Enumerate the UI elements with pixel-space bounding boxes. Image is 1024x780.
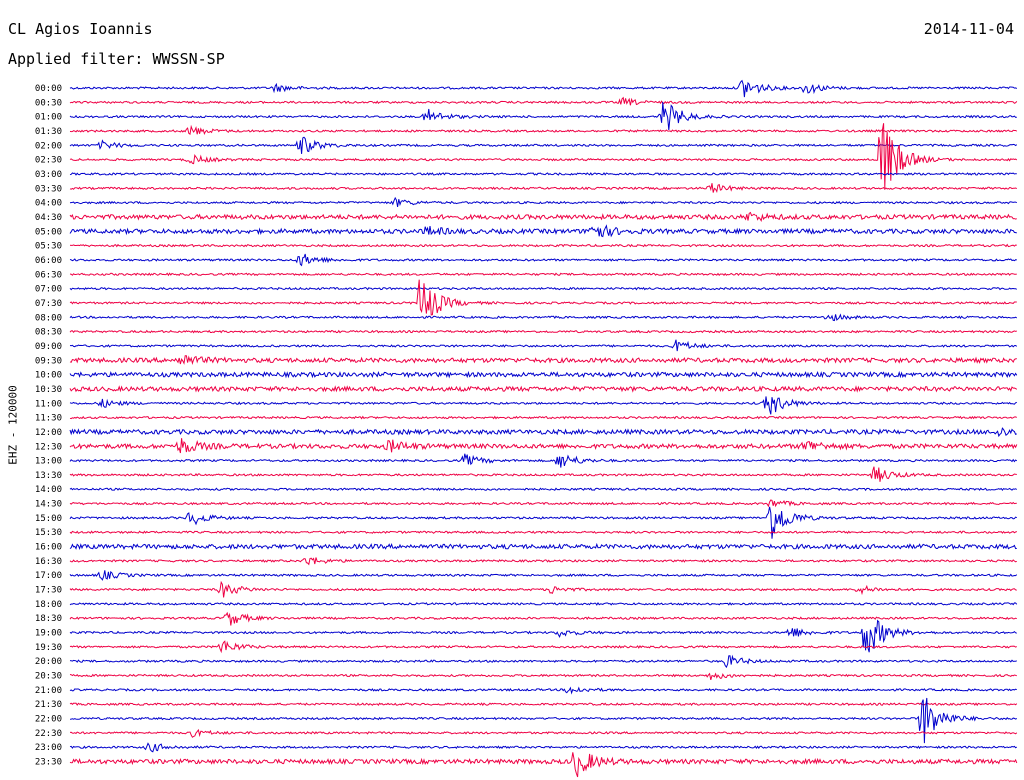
time-tick-label: 07:00 — [35, 285, 62, 295]
time-tick-label: 14:30 — [35, 500, 62, 510]
time-tick-label: 02:00 — [35, 141, 62, 151]
trace-line — [70, 245, 1017, 247]
trace-line — [70, 656, 1017, 667]
time-tick-label: 17:30 — [35, 586, 62, 596]
time-tick-label: 11:00 — [35, 399, 62, 409]
trace-line — [70, 438, 1017, 453]
time-tick-label: 02:30 — [35, 156, 62, 166]
time-tick-label: 04:30 — [35, 213, 62, 223]
time-tick-label: 19:30 — [35, 643, 62, 653]
time-tick-label: 11:30 — [35, 414, 62, 424]
time-tick-label: 20:30 — [35, 672, 62, 682]
time-tick-label: 18:30 — [35, 614, 62, 624]
time-tick-label: 22:00 — [35, 715, 62, 725]
time-tick-label: 00:30 — [35, 98, 62, 108]
time-tick-label: 16:30 — [35, 557, 62, 567]
trace-line — [70, 396, 1017, 414]
time-tick-label: 03:00 — [35, 170, 62, 180]
time-tick-label: 09:00 — [35, 342, 62, 352]
trace-line — [70, 428, 1017, 436]
trace-line — [70, 743, 1017, 751]
trace-line — [70, 226, 1017, 237]
time-tick-label: 09:30 — [35, 356, 62, 366]
trace-line — [70, 454, 1017, 468]
time-tick-label: 00:00 — [35, 84, 62, 94]
trace-line — [70, 273, 1017, 275]
time-tick-label: 01:00 — [35, 113, 62, 123]
trace-line — [70, 703, 1017, 705]
time-tick-label: 12:30 — [35, 442, 62, 452]
trace-line — [70, 730, 1017, 737]
time-tick-label: 01:30 — [35, 127, 62, 137]
trace-line — [70, 613, 1017, 626]
time-tick-label: 05:30 — [35, 242, 62, 252]
time-tick-label: 20:00 — [35, 657, 62, 667]
trace-line — [70, 603, 1017, 605]
trace-line — [70, 674, 1017, 680]
time-tick-label: 06:00 — [35, 256, 62, 266]
time-tick-label: 23:30 — [35, 758, 62, 768]
time-tick-label: 04:00 — [35, 199, 62, 209]
time-tick-label: 06:30 — [35, 270, 62, 280]
trace-line — [70, 102, 1017, 130]
trace-line — [70, 183, 1017, 192]
trace-line — [70, 558, 1017, 565]
trace-line — [70, 137, 1017, 154]
trace-line — [70, 173, 1017, 175]
trace-line — [70, 507, 1017, 539]
trace-line — [70, 582, 1017, 597]
trace-line — [70, 123, 1017, 188]
trace-line — [70, 372, 1017, 376]
trace-line — [70, 467, 1017, 482]
time-tick-label: 18:00 — [35, 600, 62, 610]
time-tick-label: 08:30 — [35, 328, 62, 338]
trace-line — [70, 81, 1017, 97]
trace-line — [70, 314, 1017, 320]
trace-line — [70, 288, 1017, 290]
time-tick-label: 13:30 — [35, 471, 62, 481]
time-tick-label: 19:00 — [35, 629, 62, 639]
time-tick-label: 10:30 — [35, 385, 62, 395]
time-tick-label: 21:00 — [35, 686, 62, 696]
trace-line — [70, 544, 1017, 548]
time-tick-label: 21:30 — [35, 700, 62, 710]
time-tick-label: 12:00 — [35, 428, 62, 438]
trace-line — [70, 340, 1017, 351]
trace-line — [70, 98, 1017, 106]
trace-line — [70, 356, 1017, 364]
time-tick-label: 10:00 — [35, 371, 62, 381]
trace-line — [70, 417, 1017, 419]
time-tick-label: 07:30 — [35, 299, 62, 309]
time-tick-label: 14:00 — [35, 485, 62, 495]
time-tick-label: 13:00 — [35, 457, 62, 467]
trace-line — [70, 331, 1017, 333]
time-tick-label: 23:00 — [35, 743, 62, 753]
time-tick-label: 05:00 — [35, 227, 62, 237]
trace-line — [70, 280, 1017, 315]
trace-line — [70, 500, 1017, 506]
time-tick-label: 16:00 — [35, 543, 62, 553]
time-tick-label: 17:00 — [35, 571, 62, 581]
time-tick-label: 15:30 — [35, 528, 62, 538]
time-tick-label: 15:00 — [35, 514, 62, 524]
trace-line — [70, 570, 1017, 580]
time-tick-label: 03:30 — [35, 184, 62, 194]
time-tick-label: 08:00 — [35, 313, 62, 323]
trace-line — [70, 531, 1017, 533]
trace-line — [70, 198, 1017, 207]
trace-line — [70, 688, 1017, 693]
time-tick-label: 22:30 — [35, 729, 62, 739]
trace-line — [70, 387, 1017, 391]
trace-line — [70, 254, 1017, 265]
trace-line — [70, 213, 1017, 221]
trace-line — [70, 127, 1017, 135]
trace-line — [70, 488, 1017, 490]
trace-line — [70, 752, 1017, 777]
